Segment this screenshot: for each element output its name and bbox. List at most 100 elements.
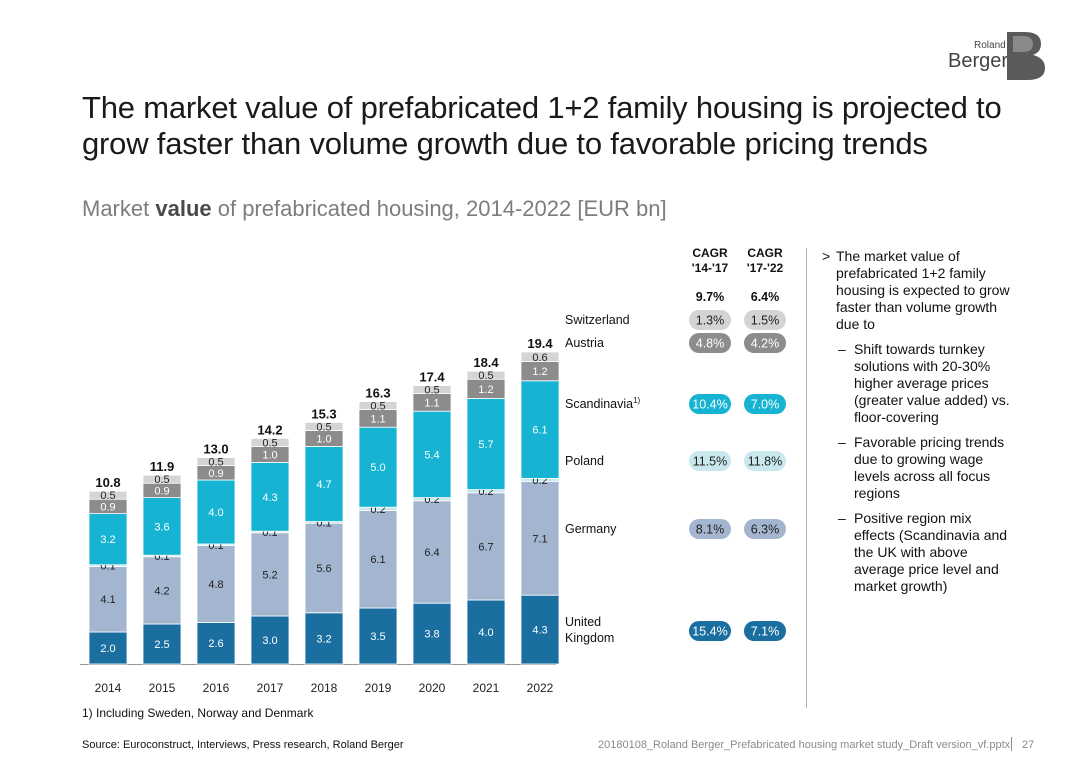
cagr-pill [744,333,786,353]
bar-segment-switzerland [88,490,128,500]
bar-value-label: 5.6 [316,563,331,575]
vertical-divider [806,248,807,708]
bar-value-label: 3.5 [370,631,385,643]
bar-value-label: 7.1 [532,533,547,545]
bar-segment-switzerland [142,474,182,484]
chart-subtitle: Market value of prefabricated housing, 2… [82,196,667,222]
cagr-pill-value: 4.8% [696,337,725,351]
notes-sub-text: Shift towards turnkey solutions with 20-… [854,341,1010,425]
footnote: 1) Including Sweden, Norway and Denmark [82,706,314,720]
bar-value-label: 6.1 [370,554,385,566]
legend-label: Switzerland [565,313,630,327]
cagr-pill [689,394,731,414]
notes-sub-bullet: – Shift towards turnkey solutions with 2… [822,341,1012,426]
bar-segment-united-kingdom [250,615,290,665]
cagr-header: CAGR [692,246,728,260]
cagr-header-period: '17-'22 [747,261,784,275]
bar-value-label: 3.6 [154,521,169,533]
x-tick-label: 2015 [149,681,176,695]
subtitle-prefix: Market [82,196,156,221]
bar-value-label: 1.0 [262,449,277,461]
cagr-pill-value: 7.0% [751,398,780,412]
bar-value-label: 0.9 [100,501,115,513]
bar-value-label: 0.9 [154,485,169,497]
bar-segment-scandinavia [412,410,452,499]
bar-segment-scandinavia [142,497,182,556]
bar-value-label: 6.1 [532,425,547,437]
cagr-total-value: 9.7% [696,290,725,304]
bar-value-label: 4.7 [316,479,331,491]
bar-value-label: 0.5 [370,401,385,413]
bar-segment-united-kingdom [196,622,236,665]
bar-value-label: 5.4 [424,449,439,461]
cagr-pill-value: 15.4% [692,625,727,639]
notes-main-bullet: > The market value of prefabricated 1+2 … [822,248,1012,333]
cagr-pill [744,621,786,641]
bar-segment-scandinavia [304,445,344,522]
x-tick-label: 2019 [365,681,392,695]
legend-label: Austria [565,336,604,350]
bar-value-label: 4.0 [478,627,493,639]
bar-segment-germany [358,509,398,609]
bar-value-label: 0.5 [424,385,439,397]
bar-value-label: 1.0 [316,433,331,445]
subtitle-suffix: of prefabricated housing, 2014-2022 [EUR… [211,196,667,221]
bar-value-label: 3.8 [424,629,439,641]
legend-footnote-marker: 1) [633,396,640,405]
bar-value-label: 6.7 [478,541,493,553]
bar-value-label: 4.0 [208,507,223,519]
bar-segment-germany [142,556,182,625]
bar-segment-germany [412,500,452,604]
bar-segment-switzerland [466,370,506,380]
cagr-pill [744,394,786,414]
bar-total-label: 10.8 [95,475,120,490]
cagr-pill [689,519,731,539]
cagr-pill-value: 1.5% [751,314,780,328]
bar-value-label: 3.2 [100,534,115,546]
cagr-pill [744,451,786,471]
bar-value-label: 2.0 [100,643,115,655]
notes-sub-bullet: – Positive region mix effects (Scandinav… [822,510,1012,595]
logo-b-mark-icon [1007,32,1045,80]
logo-small-text: Roland [974,40,1006,51]
cagr-total-value: 6.4% [751,290,780,304]
x-tick-label: 2018 [311,681,338,695]
sub-bullet-marker: – [838,341,846,357]
bullet-marker: > [822,248,831,264]
cagr-pill [689,333,731,353]
bar-segment-switzerland [196,457,236,467]
bar-total-label: 16.3 [365,386,390,401]
bar-segment-united-kingdom [142,623,182,665]
bar-value-label: 4.2 [154,585,169,597]
bar-value-label: 0.9 [208,468,223,480]
bar-value-label: 2.6 [208,638,223,650]
source-note: Source: Euroconstruct, Interviews, Press… [82,739,404,751]
bar-value-label: 3.2 [316,633,331,645]
bar-segment-scandinavia [88,513,128,566]
bar-value-label: 5.2 [262,569,277,581]
bar-value-label: 0.5 [478,370,493,382]
bar-segment-switzerland [412,385,452,395]
cagr-header: CAGR [747,246,783,260]
cagr-pill [744,310,786,330]
bar-segment-switzerland [250,437,290,447]
x-tick-label: 2020 [419,681,446,695]
bar-segment-switzerland [358,401,398,411]
bar-value-label: 0.5 [262,437,277,449]
bar-segment-scandinavia [358,426,398,508]
bar-value-label: 2.5 [154,639,169,651]
cagr-pill [689,621,731,641]
legend-label: Kingdom [565,631,614,645]
x-tick-label: 2022 [527,681,554,695]
bar-segment-united-kingdom [358,607,398,665]
cagr-pill-value: 10.4% [692,398,727,412]
bar-value-label: 1.1 [370,413,385,425]
roland-berger-logo: Roland Berger [948,30,1058,86]
page-title: The market value of prefabricated 1+2 fa… [82,90,1002,161]
bar-segment-germany [304,522,344,614]
bar-value-label: 0.6 [532,352,547,364]
subtitle-bold: value [155,196,212,221]
cagr-pill [689,451,731,471]
x-tick-label: 2016 [203,681,230,695]
bar-value-label: 0.5 [316,421,331,433]
